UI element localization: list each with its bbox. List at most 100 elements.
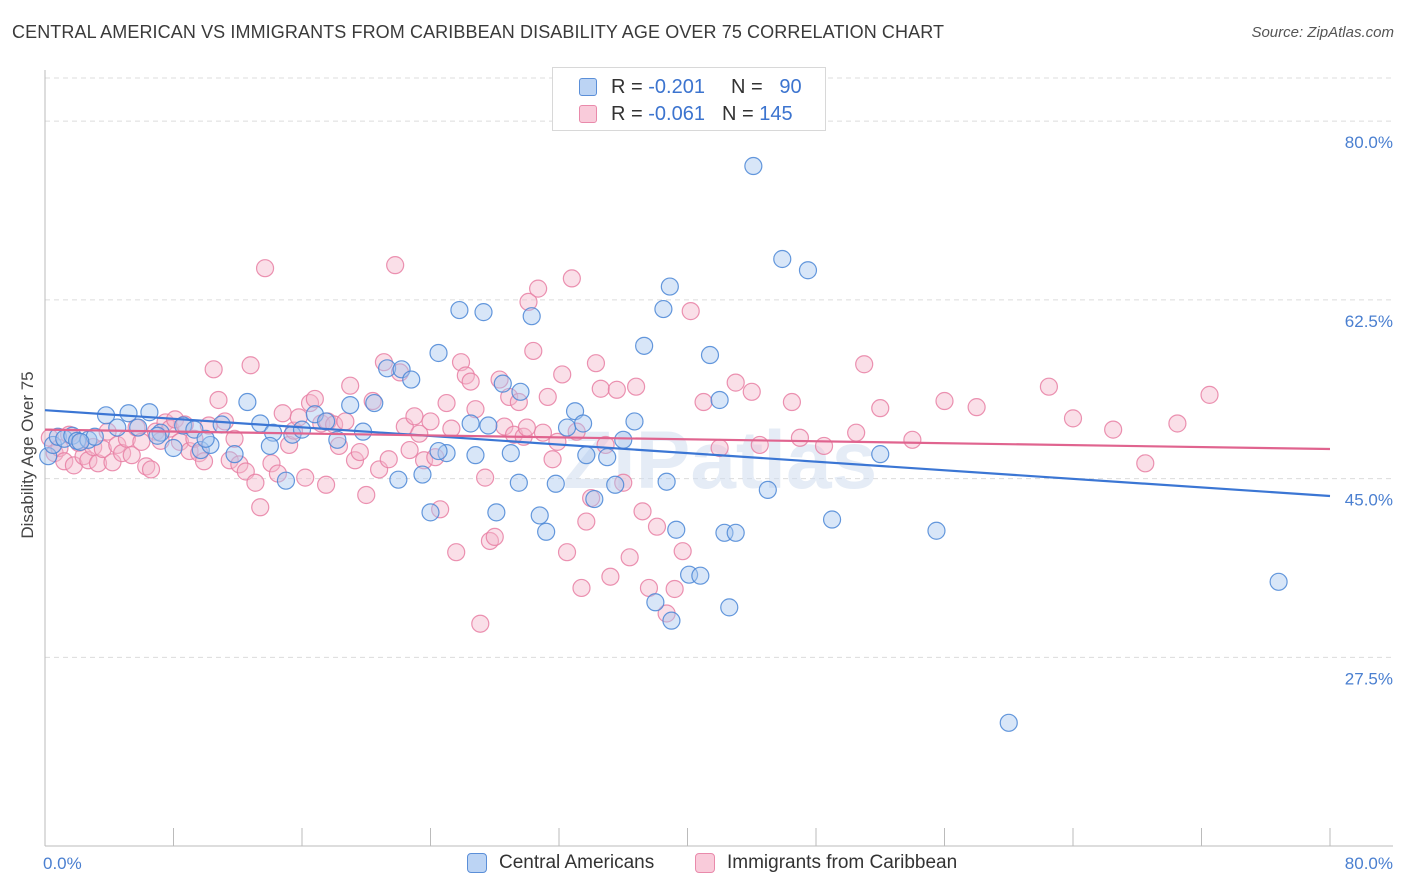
point-caribbean-123 bbox=[694, 392, 713, 412]
y-tick-label-3: 80.0% bbox=[1345, 133, 1393, 152]
point-central-americans-88 bbox=[148, 426, 167, 445]
trend-line-caribbean bbox=[44, 428, 1331, 451]
point-central-americans-48 bbox=[501, 444, 520, 463]
n-label: N = bbox=[730, 75, 763, 98]
point-central-americans-60 bbox=[614, 430, 633, 449]
point-caribbean-97 bbox=[533, 423, 553, 442]
point-caribbean-132 bbox=[935, 391, 954, 411]
point-central-americans-15 bbox=[174, 416, 193, 435]
point-caribbean-35 bbox=[209, 390, 228, 410]
r-value: -0.201 bbox=[648, 75, 705, 98]
point-central-americans-35 bbox=[389, 470, 408, 489]
point-central-americans-59 bbox=[606, 475, 625, 494]
point-central-americans-53 bbox=[546, 474, 565, 493]
point-central-americans-46 bbox=[487, 503, 506, 522]
point-central-americans-50 bbox=[522, 307, 541, 326]
point-central-americans-18 bbox=[201, 435, 220, 455]
point-caribbean-83 bbox=[466, 400, 485, 419]
y-tick-labels: 27.5% 45.0% 62.5% 80.0% bbox=[1345, 133, 1393, 688]
point-caribbean-143 bbox=[855, 355, 874, 374]
point-caribbean-47 bbox=[273, 404, 292, 423]
x-tick-label-0: 0.0% bbox=[43, 854, 82, 873]
point-central-americans-61 bbox=[625, 412, 644, 431]
point-caribbean-134 bbox=[1039, 377, 1059, 396]
y-tick-label-1: 45.0% bbox=[1345, 491, 1393, 510]
point-caribbean-67 bbox=[386, 256, 405, 275]
point-caribbean-98 bbox=[538, 387, 557, 407]
point-central-americans-13 bbox=[151, 423, 170, 442]
point-caribbean-3 bbox=[55, 452, 74, 471]
point-central-americans-54 bbox=[557, 418, 577, 437]
point-central-americans-51 bbox=[530, 506, 549, 525]
point-caribbean-126 bbox=[750, 435, 769, 455]
point-caribbean-130 bbox=[871, 399, 890, 418]
stats-legend: R = -0.201 N = 90 R = -0.061 N = 145 bbox=[552, 67, 826, 131]
point-central-americans-45 bbox=[479, 416, 498, 435]
n-value: 90 bbox=[779, 75, 802, 98]
point-central-americans-29 bbox=[328, 430, 347, 449]
point-central-americans-44 bbox=[474, 303, 493, 322]
point-caribbean-53 bbox=[305, 389, 324, 409]
r-label: R = bbox=[611, 75, 643, 98]
point-caribbean-59 bbox=[341, 376, 360, 395]
point-caribbean-101 bbox=[553, 365, 572, 384]
point-caribbean-100 bbox=[548, 432, 567, 451]
axes bbox=[44, 70, 1393, 847]
point-caribbean-99 bbox=[543, 450, 562, 469]
point-caribbean-37 bbox=[220, 451, 239, 470]
point-central-americans-64 bbox=[654, 299, 673, 319]
point-central-americans-30 bbox=[341, 395, 360, 415]
point-central-americans-37 bbox=[413, 465, 432, 484]
point-caribbean-109 bbox=[591, 379, 610, 398]
point-central-americans-32 bbox=[365, 393, 384, 413]
point-caribbean-66 bbox=[379, 450, 398, 469]
point-central-americans-63 bbox=[646, 593, 665, 612]
point-caribbean-135 bbox=[1063, 409, 1083, 428]
point-caribbean-140 bbox=[316, 475, 336, 494]
point-caribbean-61 bbox=[350, 442, 369, 462]
point-central-americans-81 bbox=[871, 445, 890, 464]
trend-line-central-americans bbox=[44, 409, 1331, 498]
point-central-americans-78 bbox=[773, 249, 792, 269]
r-label: R = bbox=[611, 102, 643, 125]
legend-row-caribbean: R = -0.061 N = 145 bbox=[579, 101, 793, 127]
point-central-americans-79 bbox=[798, 261, 818, 280]
y-tick-label-0: 27.5% bbox=[1345, 669, 1393, 688]
point-central-americans-11 bbox=[129, 418, 148, 437]
point-central-americans-80 bbox=[822, 510, 842, 529]
point-central-americans-57 bbox=[585, 489, 604, 509]
point-caribbean-73 bbox=[414, 451, 434, 470]
point-caribbean-44 bbox=[255, 259, 275, 278]
point-central-americans-56 bbox=[573, 414, 593, 433]
point-caribbean-74 bbox=[421, 412, 440, 431]
n-label: N = bbox=[721, 102, 754, 125]
point-caribbean-103 bbox=[562, 269, 581, 288]
point-caribbean-38 bbox=[225, 429, 244, 448]
point-caribbean-137 bbox=[1136, 454, 1155, 473]
point-central-americans-9 bbox=[108, 418, 127, 437]
point-central-americans-33 bbox=[378, 359, 397, 378]
point-caribbean-111 bbox=[601, 567, 620, 586]
point-caribbean-114 bbox=[620, 548, 639, 567]
point-caribbean-138 bbox=[1168, 414, 1187, 433]
legend-label: Central Americans bbox=[499, 852, 655, 873]
point-central-americans-83 bbox=[999, 713, 1018, 732]
point-caribbean-70 bbox=[400, 440, 419, 460]
point-caribbean-82 bbox=[461, 372, 480, 391]
point-central-americans-24 bbox=[276, 471, 296, 490]
point-caribbean-121 bbox=[673, 542, 692, 561]
blue-swatch bbox=[579, 78, 597, 96]
point-central-americans-75 bbox=[726, 523, 745, 542]
point-caribbean-105 bbox=[572, 578, 591, 598]
series-legend: Central Americans Immigrants from Caribb… bbox=[0, 852, 1406, 876]
point-central-americans-2 bbox=[48, 427, 67, 446]
point-central-americans-52 bbox=[537, 522, 556, 541]
y-tick-label-2: 62.5% bbox=[1345, 312, 1393, 331]
r-value: -0.061 bbox=[648, 102, 705, 125]
point-central-americans-17 bbox=[191, 440, 210, 460]
x-tick-label-1: 80.0% bbox=[1345, 854, 1393, 873]
point-caribbean-94 bbox=[519, 292, 538, 312]
pink-swatch bbox=[579, 105, 597, 123]
point-caribbean-34 bbox=[204, 360, 223, 379]
